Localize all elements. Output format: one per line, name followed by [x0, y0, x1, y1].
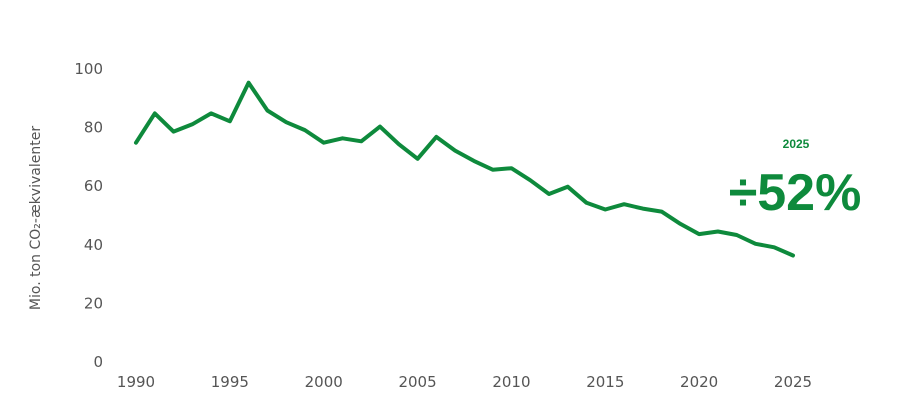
y-axis-ticks: 0 20 40 60 80 100: [74, 60, 103, 371]
x-tick-label: 2015: [586, 373, 624, 391]
x-tick-label: 1990: [117, 373, 155, 391]
y-tick-label: 80: [84, 119, 103, 137]
y-tick-label: 60: [84, 177, 103, 195]
series-line: [134, 80, 795, 258]
callout-year: 2025: [783, 137, 810, 151]
x-tick-label: 2005: [398, 373, 436, 391]
x-axis-ticks: 1990 1995 2000 2005 2010 2015 2020 2025: [117, 373, 812, 391]
y-tick-label: 0: [93, 353, 103, 371]
x-tick-label: 2025: [774, 373, 812, 391]
x-tick-label: 2000: [305, 373, 343, 391]
x-tick-label: 1995: [211, 373, 249, 391]
x-tick-label: 2020: [680, 373, 718, 391]
callout-percent: ÷52%: [729, 164, 862, 222]
y-tick-label: 40: [84, 236, 103, 254]
series-points: [135, 82, 794, 256]
y-axis-title: Mio. ton CO₂-ækvivalenter: [28, 126, 44, 310]
y-tick-label: 20: [84, 294, 103, 312]
x-tick-label: 2010: [492, 373, 530, 391]
y-tick-label: 100: [74, 60, 103, 78]
